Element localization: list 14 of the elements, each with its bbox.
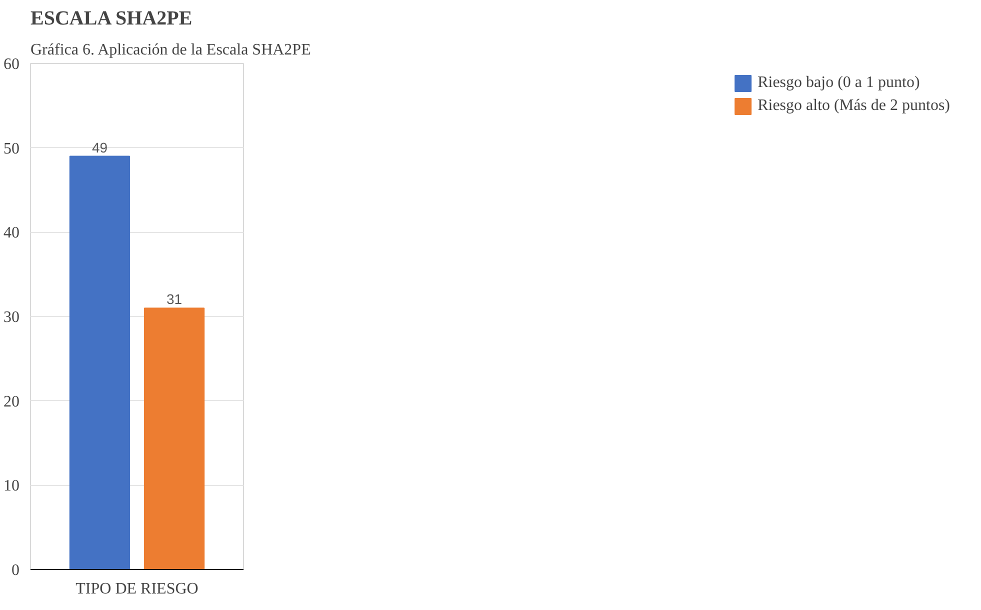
x-axis-title: TIPO DE RIESGO	[76, 580, 198, 598]
data-label: 49	[92, 139, 108, 156]
data-label: 31	[166, 291, 182, 308]
chart-title: ESCALA SHA2PE	[30, 8, 192, 30]
y-tick-label: 50	[4, 140, 20, 158]
legend-label: Riesgo alto (Más de 2 puntos)	[758, 97, 950, 115]
y-tick-label: 10	[4, 478, 20, 495]
y-tick-label: 0	[12, 562, 20, 579]
legend-label: Riesgo bajo (0 a 1 punto)	[758, 74, 920, 92]
y-tick-label: 60	[4, 56, 20, 73]
y-tick-label: 40	[4, 224, 20, 242]
y-tick-label: 30	[4, 309, 20, 326]
y-tick-label: 20	[4, 393, 20, 410]
text: Gráfica 6. Aplicación de la Escala SHA2PE	[30, 42, 311, 58]
